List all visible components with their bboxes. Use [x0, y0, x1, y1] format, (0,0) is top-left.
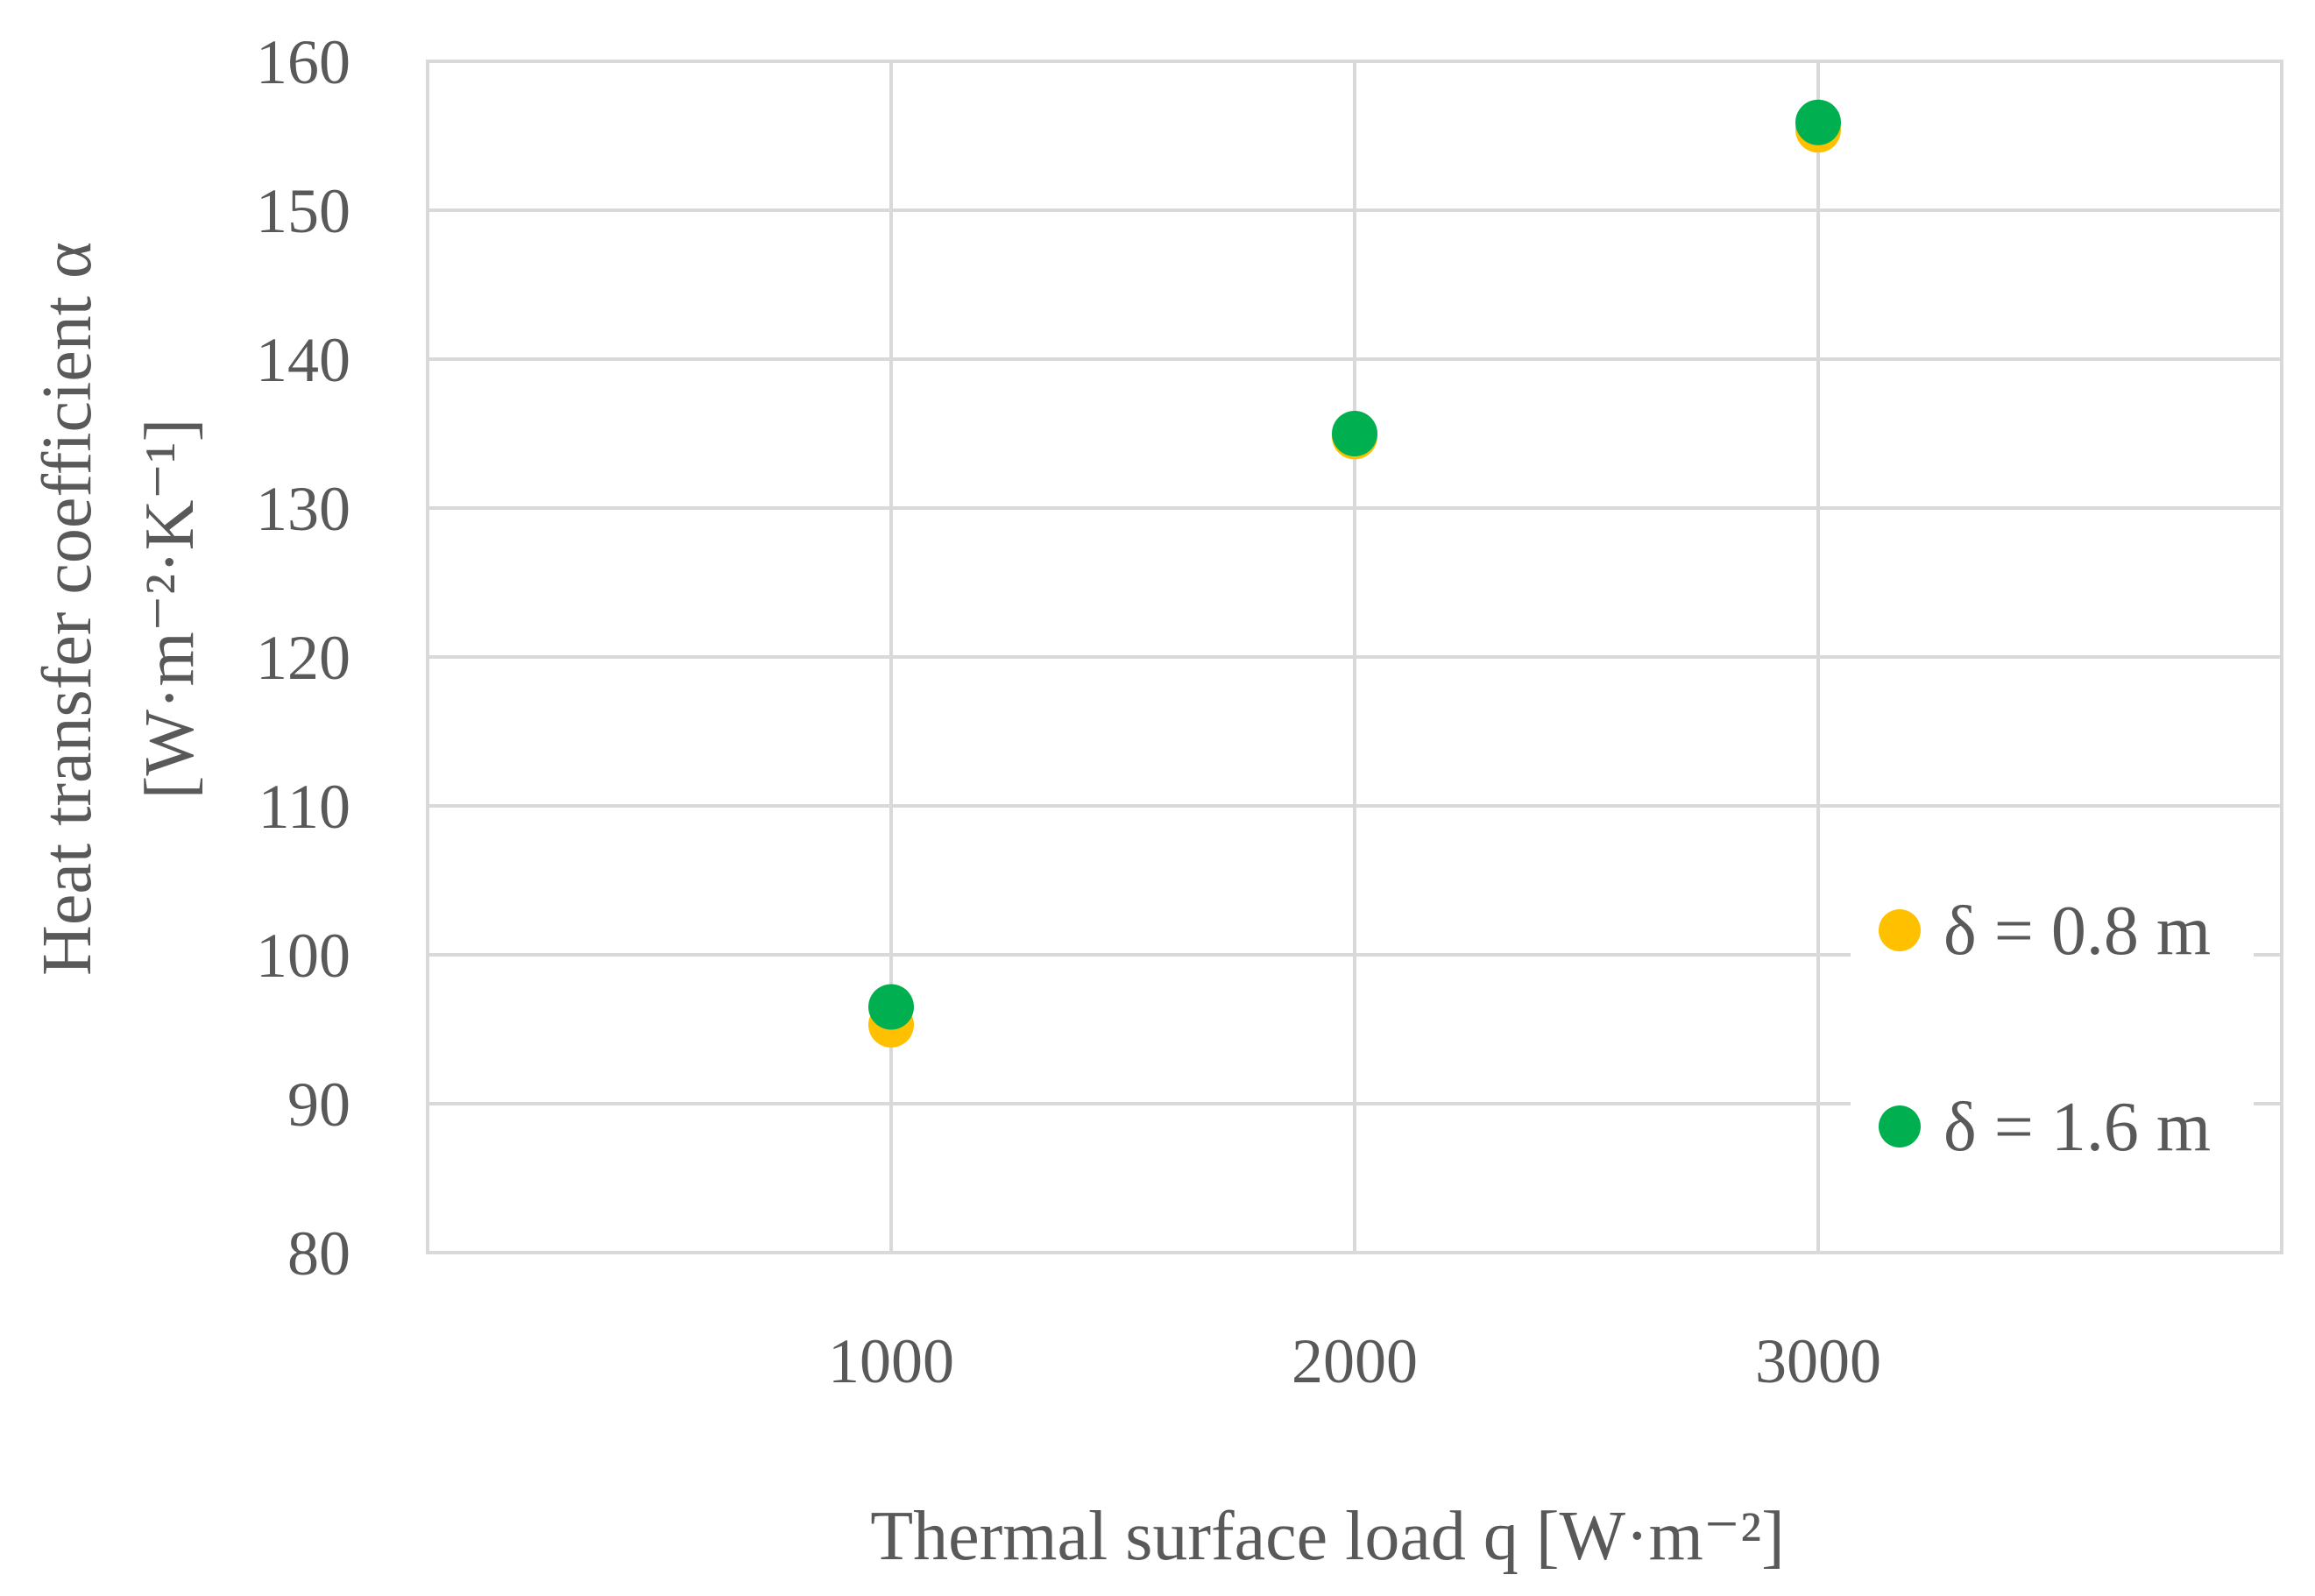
- y-axis-title-line2: [W·m⁻²·K⁻¹]: [131, 419, 209, 800]
- data-point-series-2: [1795, 99, 1841, 145]
- y-tick-label: 80: [287, 1218, 350, 1289]
- x-tick-label: 2000: [1292, 1326, 1418, 1396]
- legend-marker-series-1: [1879, 909, 1921, 951]
- y-tick-label: 110: [258, 772, 350, 842]
- y-tick-label: 150: [256, 176, 350, 246]
- x-axis-title: Thermal surface load q [W·m⁻²]: [870, 1498, 1785, 1575]
- y-tick-label: 130: [256, 474, 350, 544]
- x-tick-label: 1000: [828, 1326, 954, 1396]
- data-point-series-2: [1332, 411, 1377, 456]
- y-tick-label: 140: [256, 325, 350, 395]
- grid-lines: [426, 60, 2283, 1254]
- y-axis-title: Heat transfer coefficient α [W·m⁻²·K⁻¹]: [29, 242, 209, 976]
- y-tick-label: 160: [256, 27, 350, 97]
- legend-background: [1851, 867, 2254, 1165]
- legend: δ = 0.8 m δ = 1.6 m: [1879, 893, 2211, 1166]
- data-point-series-2: [868, 984, 914, 1030]
- y-axis-ticks: 80 90 100 110 120 130 140 150 160: [256, 27, 350, 1289]
- y-tick-label: 90: [287, 1070, 350, 1140]
- data-points: [868, 99, 1841, 1048]
- legend-label-series-2: δ = 1.6 m: [1943, 1089, 2211, 1166]
- y-tick-label: 100: [256, 921, 350, 991]
- y-axis-title-line1: Heat transfer coefficient α: [29, 242, 106, 976]
- x-axis-ticks: 1000 2000 3000: [828, 1326, 1881, 1396]
- x-tick-label: 3000: [1755, 1326, 1881, 1396]
- legend-box: [1851, 867, 2254, 1165]
- legend-marker-series-2: [1879, 1105, 1921, 1148]
- y-tick-label: 120: [256, 623, 350, 693]
- legend-label-series-1: δ = 0.8 m: [1943, 893, 2211, 970]
